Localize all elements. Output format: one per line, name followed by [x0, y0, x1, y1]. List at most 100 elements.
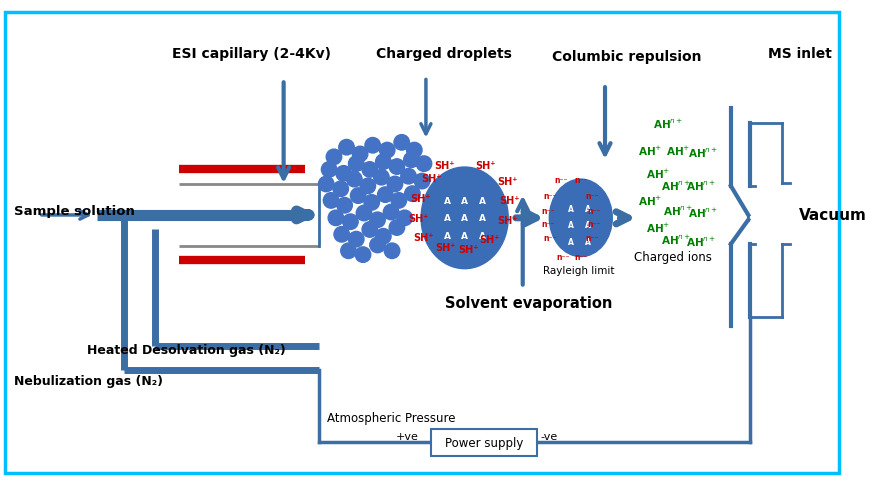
Text: SH⁺: SH⁺ [421, 174, 442, 184]
Text: A: A [479, 231, 486, 240]
Text: SH⁺: SH⁺ [458, 244, 479, 254]
Circle shape [376, 155, 391, 170]
Text: A: A [479, 214, 486, 223]
Text: n⁻⁻: n⁻⁻ [574, 253, 587, 262]
Circle shape [347, 172, 362, 187]
Circle shape [391, 193, 406, 209]
Text: -ve: -ve [540, 431, 558, 441]
Text: n⁻⁻: n⁻⁻ [586, 192, 600, 201]
Circle shape [389, 221, 405, 236]
Text: Solvent evaporation: Solvent evaporation [445, 295, 613, 310]
Text: n⁻⁻: n⁻⁻ [587, 220, 601, 229]
Text: Sample solution: Sample solution [14, 204, 135, 217]
Circle shape [318, 177, 334, 192]
Circle shape [362, 222, 378, 238]
Circle shape [370, 213, 385, 228]
Text: n⁻⁻: n⁻⁻ [543, 192, 557, 201]
Text: AH$^{n+}$: AH$^{n+}$ [686, 180, 716, 193]
Text: A: A [461, 197, 468, 205]
Circle shape [405, 186, 420, 202]
Text: n⁻⁻: n⁻⁻ [543, 233, 557, 242]
Text: A: A [461, 231, 468, 240]
Text: AH$^{+}$: AH$^{+}$ [646, 167, 670, 181]
Ellipse shape [550, 180, 613, 257]
Text: Nebulization gas (N₂): Nebulization gas (N₂) [14, 375, 163, 387]
Text: n⁻⁻: n⁻⁻ [541, 220, 555, 229]
Text: AH$^{n+}$: AH$^{n+}$ [688, 146, 718, 159]
Circle shape [328, 211, 343, 226]
Text: A: A [568, 204, 574, 213]
Ellipse shape [421, 168, 508, 269]
Circle shape [370, 238, 385, 253]
Circle shape [394, 135, 409, 151]
Text: A: A [444, 231, 451, 240]
Circle shape [401, 169, 416, 184]
Text: SH⁺: SH⁺ [434, 160, 454, 170]
FancyBboxPatch shape [5, 13, 839, 473]
Circle shape [387, 177, 403, 192]
Circle shape [355, 247, 371, 263]
Text: A: A [568, 221, 574, 230]
Text: A: A [461, 214, 468, 223]
Text: Charged ions: Charged ions [634, 251, 711, 264]
Circle shape [323, 193, 339, 209]
Text: n⁻⁻: n⁻⁻ [541, 206, 555, 215]
Text: Power supply: Power supply [445, 436, 524, 449]
Circle shape [389, 160, 405, 175]
Circle shape [385, 244, 399, 259]
Circle shape [416, 157, 432, 172]
Circle shape [362, 163, 378, 178]
Text: AH$^{n+}$: AH$^{n+}$ [688, 206, 718, 219]
Text: SH⁺: SH⁺ [480, 235, 500, 244]
Circle shape [336, 198, 352, 214]
Circle shape [352, 147, 368, 163]
Text: n⁻⁻: n⁻⁻ [587, 206, 601, 215]
Circle shape [374, 170, 389, 185]
Circle shape [357, 206, 371, 221]
Text: Vacuum: Vacuum [799, 208, 866, 223]
Circle shape [336, 166, 351, 182]
Text: SH⁺: SH⁺ [435, 243, 455, 252]
Text: A: A [444, 197, 451, 205]
Text: n⁻⁻: n⁻⁻ [557, 253, 570, 262]
Circle shape [378, 187, 393, 203]
Text: SH⁺: SH⁺ [499, 196, 519, 206]
Text: n⁻⁻: n⁻⁻ [555, 175, 568, 184]
Circle shape [406, 143, 422, 159]
Circle shape [360, 179, 376, 194]
Text: AH$^{n+}$: AH$^{n+}$ [653, 117, 683, 130]
Text: SH⁺: SH⁺ [408, 213, 428, 224]
Circle shape [404, 153, 420, 168]
Text: A: A [568, 237, 574, 246]
Text: SH⁺: SH⁺ [410, 194, 430, 204]
Circle shape [349, 232, 364, 247]
Text: A: A [444, 214, 451, 223]
Text: SH⁺: SH⁺ [413, 233, 434, 243]
Circle shape [322, 163, 336, 178]
Text: SH⁺: SH⁺ [497, 215, 517, 225]
Text: +ve: +ve [395, 431, 418, 441]
Text: AH$^{+}$: AH$^{+}$ [638, 195, 662, 207]
Circle shape [379, 143, 395, 159]
Text: SH⁺: SH⁺ [475, 160, 496, 170]
Text: MS inlet: MS inlet [767, 47, 831, 61]
Circle shape [365, 138, 380, 154]
Circle shape [333, 182, 349, 197]
Text: Charged droplets: Charged droplets [376, 47, 511, 61]
Circle shape [341, 244, 357, 259]
Circle shape [350, 188, 366, 204]
Circle shape [376, 229, 391, 244]
Text: Rayleigh limit: Rayleigh limit [543, 265, 614, 275]
Circle shape [364, 195, 379, 211]
Text: AH$^{n+}$: AH$^{n+}$ [686, 235, 716, 248]
Text: SH⁺: SH⁺ [497, 177, 517, 187]
Text: A: A [585, 221, 591, 230]
Circle shape [384, 205, 399, 221]
Circle shape [414, 174, 430, 189]
Text: Atmospheric Pressure: Atmospheric Pressure [327, 411, 455, 424]
Circle shape [334, 227, 350, 243]
Text: AH$^{n+}$: AH$^{n+}$ [661, 180, 690, 193]
Circle shape [349, 157, 364, 172]
Text: A: A [479, 197, 486, 205]
Text: A: A [585, 237, 591, 246]
